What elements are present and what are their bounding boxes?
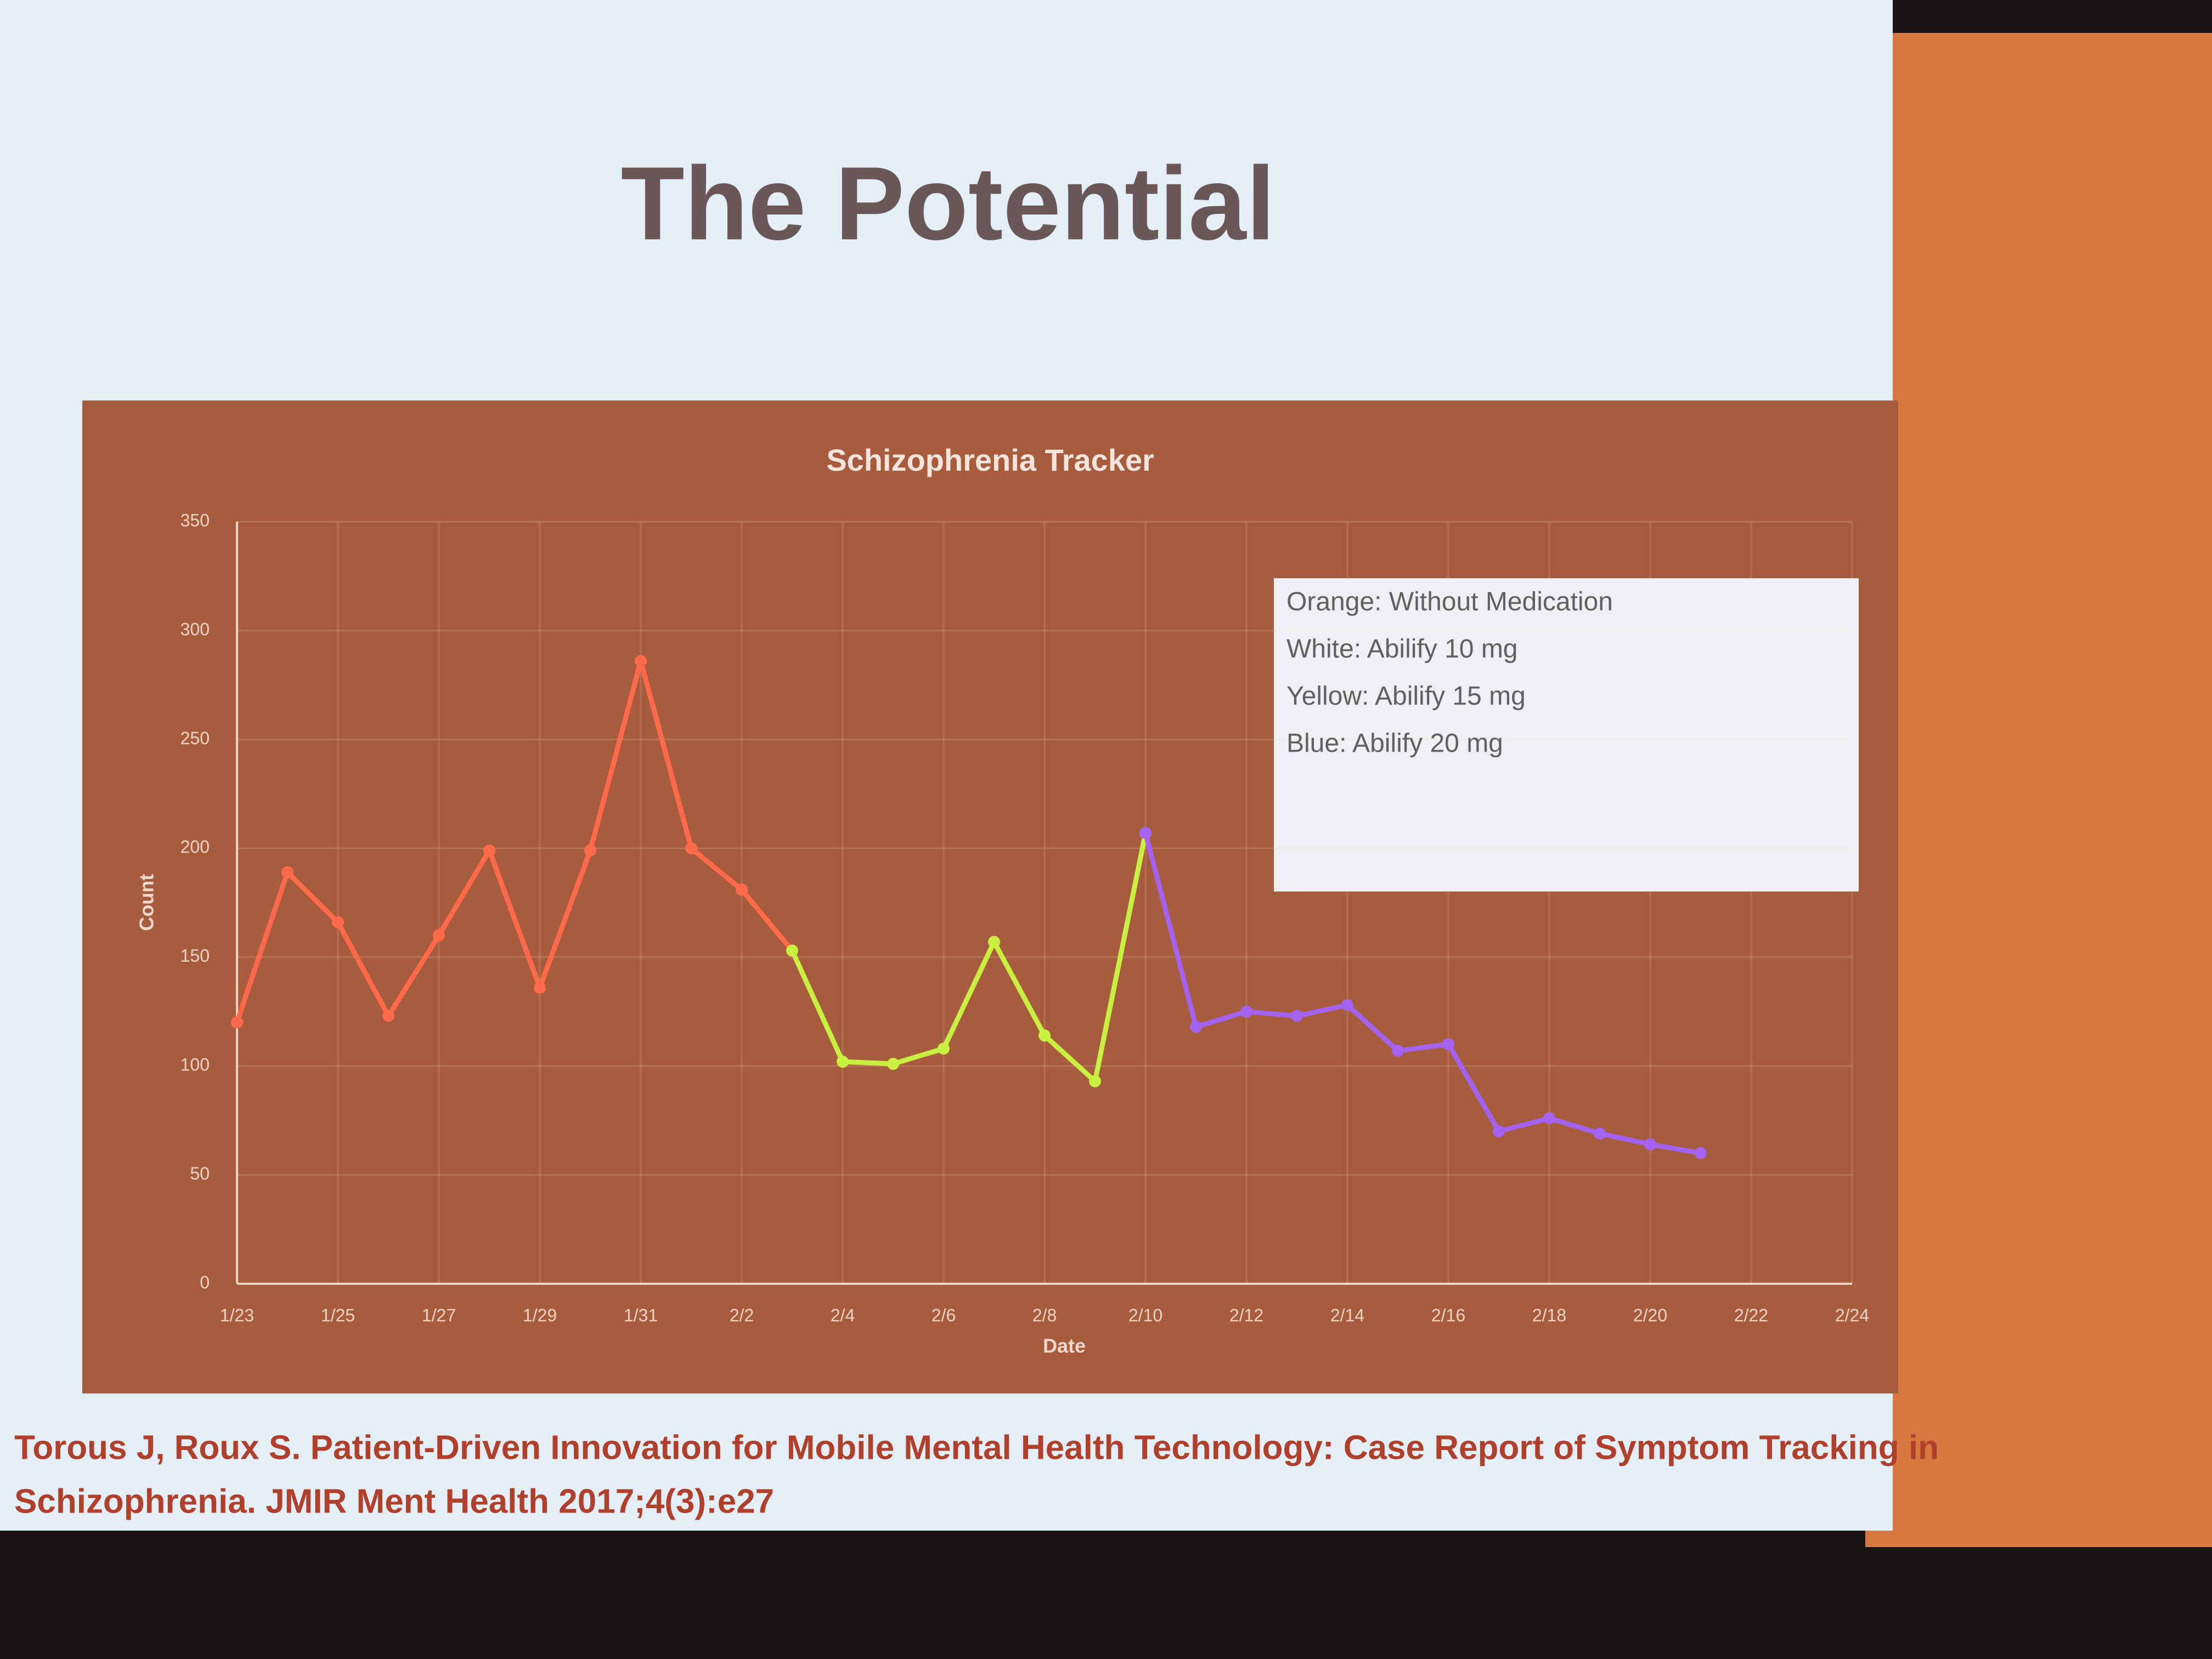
citation-line: Torous J, Roux S. Patient-Driven Innovat… [14, 1429, 1939, 1466]
data-point [1139, 827, 1152, 839]
x-tick-label: 2/22 [1734, 1305, 1768, 1325]
data-point [786, 944, 798, 957]
data-point [736, 883, 748, 896]
data-point [584, 844, 596, 857]
x-axis-label: Date [1043, 1335, 1086, 1357]
data-point [635, 654, 647, 667]
data-point [483, 844, 495, 857]
y-tick-label: 250 [180, 728, 210, 748]
data-point [1039, 1029, 1051, 1042]
series-line [234, 658, 794, 1024]
x-tick-label: 2/20 [1633, 1305, 1667, 1325]
data-point [1644, 1138, 1656, 1151]
x-tick-label: 2/2 [730, 1305, 754, 1325]
legend-entry: Orange: Without Medication [1286, 588, 1613, 617]
data-point [1341, 999, 1353, 1012]
x-tick-label: 1/25 [321, 1305, 355, 1325]
y-tick-label: 200 [180, 837, 210, 857]
x-tick-label: 2/16 [1431, 1305, 1465, 1325]
legend-entry: Yellow: Abilify 15 mg [1286, 682, 1526, 711]
slide-title: The Potential [621, 145, 1276, 262]
y-tick-label: 100 [180, 1055, 210, 1075]
data-point [988, 935, 1000, 948]
data-point [1594, 1127, 1606, 1140]
data-point [1493, 1125, 1505, 1138]
legend-entry: White: Abilify 10 mg [1286, 635, 1518, 664]
x-tick-label: 2/4 [831, 1305, 855, 1325]
data-point [938, 1042, 950, 1055]
data-point [1442, 1038, 1454, 1051]
x-tick-label: 1/31 [624, 1305, 658, 1325]
x-tick-label: 2/8 [1032, 1305, 1057, 1325]
data-point [281, 866, 294, 878]
data-point [382, 1009, 394, 1022]
data-point [837, 1056, 849, 1068]
wall [1865, 33, 2212, 1547]
data-point [1089, 1075, 1101, 1087]
data-point [1392, 1045, 1404, 1057]
data-point [231, 1016, 243, 1029]
series-line [789, 832, 1148, 1084]
x-tick-label: 2/6 [932, 1305, 956, 1325]
y-tick-label: 300 [180, 619, 210, 639]
y-tick-label: 350 [180, 510, 210, 530]
data-point [1240, 1005, 1252, 1018]
data-point [1190, 1020, 1202, 1033]
chart-title: Schizophrenia Tracker [826, 443, 1154, 477]
y-tick-label: 150 [180, 946, 210, 966]
data-point [1695, 1147, 1707, 1159]
legend-box [1274, 578, 1859, 891]
data-point [1291, 1009, 1303, 1022]
y-axis-label: Count [136, 874, 158, 931]
data-point [685, 842, 697, 855]
x-tick-label: 2/24 [1835, 1305, 1869, 1325]
data-point [887, 1058, 899, 1070]
x-tick-label: 2/10 [1128, 1305, 1163, 1325]
x-tick-label: 1/23 [220, 1305, 254, 1325]
x-tick-label: 1/27 [422, 1305, 456, 1325]
x-tick-label: 1/29 [523, 1305, 557, 1325]
chart-panel [82, 400, 1898, 1393]
y-tick-label: 50 [190, 1164, 210, 1183]
series-line [1143, 832, 1701, 1156]
x-tick-label: 2/14 [1330, 1305, 1364, 1325]
data-point [332, 916, 344, 929]
data-point [534, 981, 546, 994]
citation-line: Schizophrenia. JMIR Ment Health 2017;4(3… [14, 1482, 774, 1520]
data-point [433, 929, 445, 942]
data-point [1543, 1112, 1555, 1125]
x-tick-label: 2/12 [1229, 1305, 1263, 1325]
legend-entry: Blue: Abilify 20 mg [1286, 729, 1503, 758]
y-tick-label: 0 [200, 1272, 210, 1292]
x-tick-label: 2/18 [1532, 1305, 1566, 1325]
